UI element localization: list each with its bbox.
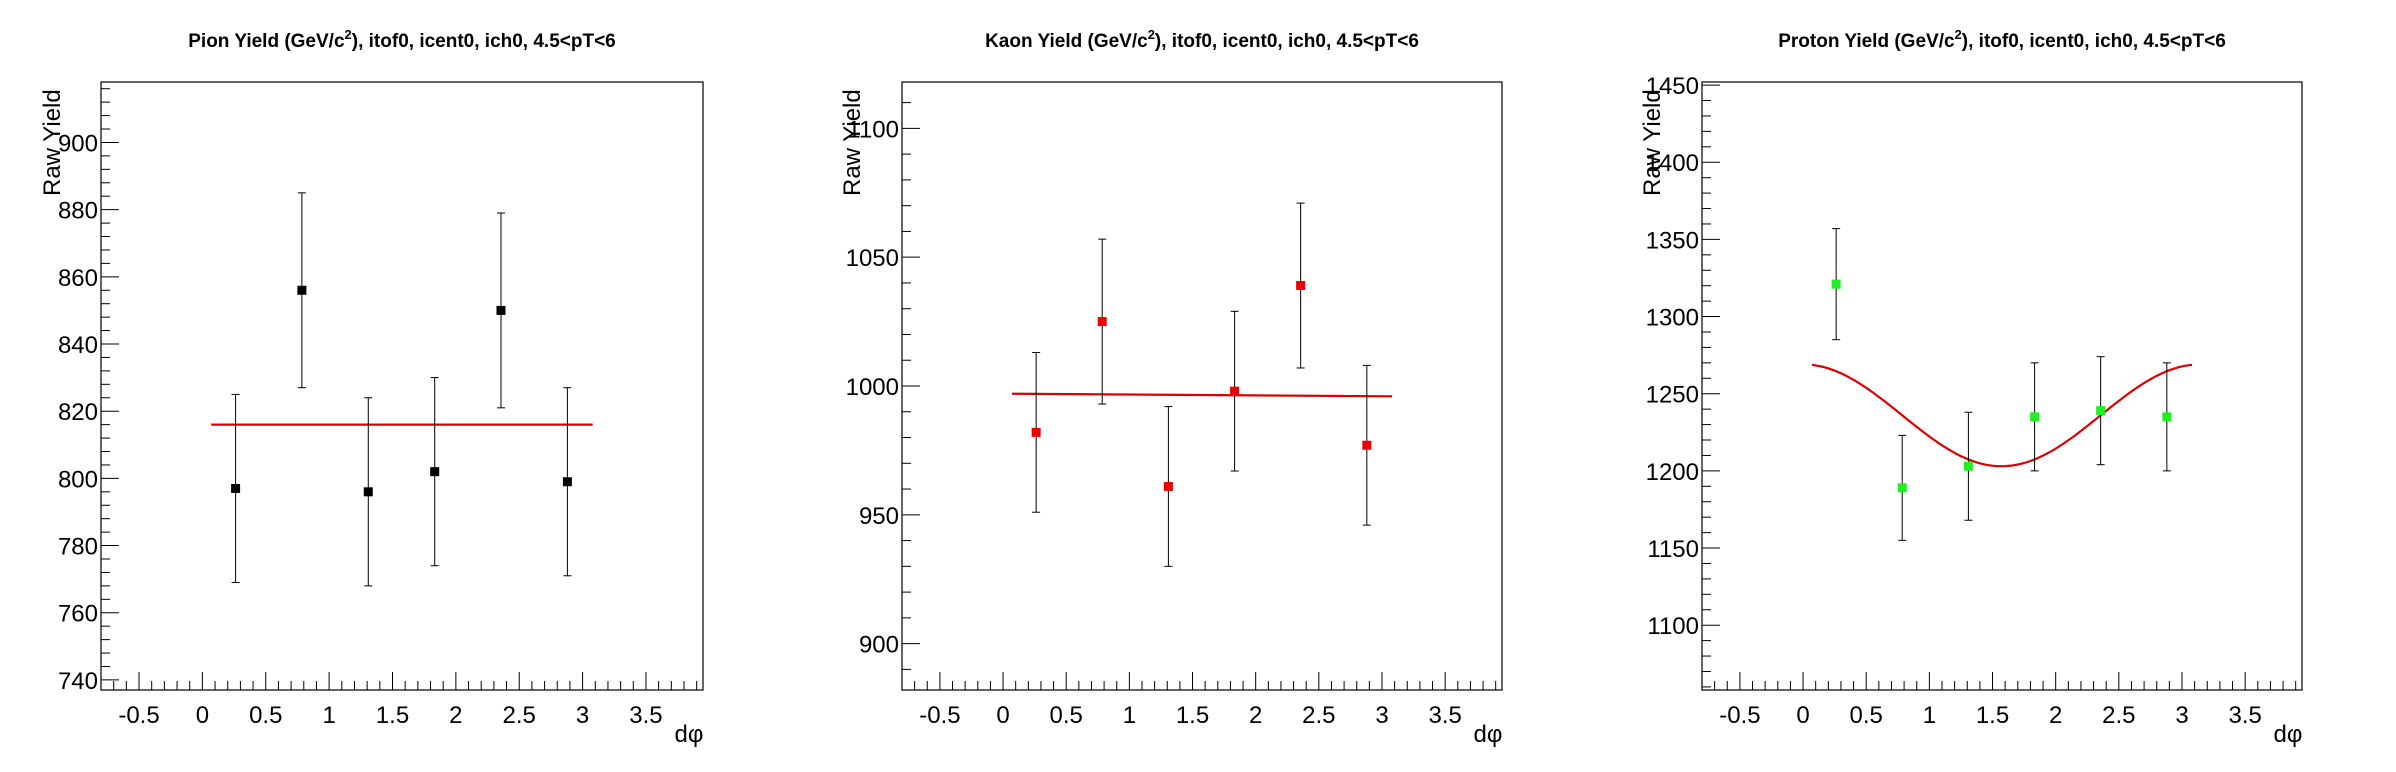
title-rest: ), itof0, icent0, ich0, 4.5<pT<6 (1155, 31, 1419, 52)
data-point (297, 285, 307, 295)
title-main: Kaon Yield (GeV/c (985, 31, 1148, 52)
x-tick-label: 2.5 (2102, 702, 2135, 729)
data-point (231, 483, 241, 493)
data-point (496, 305, 506, 315)
chart-panel-1: Pion Yield (GeV/c2), itof0, icent0, ich0… (39, 27, 704, 748)
x-tick-label: 1 (322, 702, 335, 729)
y-tick-label: 900 (859, 632, 899, 659)
y-axis-label: Raw Yield (839, 89, 866, 196)
title-rest: ), itof0, icent0, ich0, 4.5<pT<6 (1962, 31, 2226, 52)
y-tick-label: 820 (58, 399, 98, 426)
chart-panel-2: Kaon Yield (GeV/c2), itof0, icent0, ich0… (839, 27, 1503, 748)
x-tick-label: 3.5 (2228, 702, 2261, 729)
chart-title: Pion Yield (GeV/c2), itof0, icent0, ich0… (188, 27, 616, 52)
title-superscript: 2 (345, 27, 352, 42)
x-axis-label: dφ (675, 721, 704, 748)
data-point (562, 477, 572, 487)
y-tick-label: 1050 (846, 245, 899, 272)
x-tick-label: -0.5 (118, 702, 159, 729)
x-tick-label: -0.5 (1719, 702, 1760, 729)
fit-curve (1011, 392, 1393, 398)
data-point (1031, 427, 1041, 437)
x-tick-label: 0 (996, 702, 1009, 729)
x-tick-label: 1 (1923, 702, 1936, 729)
title-superscript: 2 (1148, 27, 1155, 42)
y-tick-label: 1400 (1646, 150, 1699, 177)
data-point (1831, 279, 1841, 289)
data-point (1163, 481, 1173, 491)
y-tick-label: 760 (58, 601, 98, 628)
data-point (1097, 317, 1107, 327)
y-tick-label: 950 (859, 503, 899, 530)
x-axis-label: dφ (1474, 721, 1503, 748)
y-tick-label: 740 (58, 668, 98, 695)
x-tick-label: 3 (1375, 702, 1388, 729)
title-main: Proton Yield (GeV/c (1778, 31, 1955, 52)
x-tick-label: 2 (2049, 702, 2062, 729)
x-tick-label: 2 (1249, 702, 1262, 729)
x-tick-label: 1 (1123, 702, 1136, 729)
y-tick-label: 1300 (1646, 305, 1699, 332)
x-tick-label: 0 (1796, 702, 1809, 729)
plot-frame (1701, 81, 2303, 691)
y-tick-label: 780 (58, 534, 98, 561)
fit-curve (1811, 363, 2193, 468)
data-point (430, 467, 440, 477)
y-tick-label: 840 (58, 332, 98, 359)
chart-title: Proton Yield (GeV/c2), itof0, icent0, ic… (1778, 27, 2226, 52)
x-tick-label: -0.5 (919, 702, 960, 729)
x-tick-label: 3.5 (629, 702, 662, 729)
x-tick-label: 2 (449, 702, 462, 729)
y-tick-label: 1100 (847, 116, 899, 143)
x-tick-label: 1.5 (376, 702, 409, 729)
title-superscript: 2 (1955, 27, 1962, 42)
y-axis-label: Raw Yield (39, 89, 66, 196)
data-point (1897, 483, 1907, 493)
x-tick-label: 0.5 (1050, 702, 1083, 729)
x-tick-label: 0.5 (1850, 702, 1883, 729)
y-axis-label: Raw Yield (1639, 89, 1666, 196)
plot-frame (100, 81, 704, 691)
x-tick-label: 3 (2175, 702, 2188, 729)
y-tick-label: 1250 (1646, 382, 1699, 409)
data-point (2096, 406, 2106, 416)
chart-title: Kaon Yield (GeV/c2), itof0, icent0, ich0… (985, 27, 1419, 52)
x-tick-label: 3 (576, 702, 589, 729)
y-tick-label: 1100 (1647, 613, 1699, 640)
data-point (363, 487, 373, 497)
x-tick-label: 1.5 (1976, 702, 2009, 729)
data-point (2162, 412, 2172, 422)
y-tick-label: 900 (58, 130, 98, 157)
y-tick-label: 1200 (1646, 459, 1699, 486)
chart-panel-3: Proton Yield (GeV/c2), itof0, icent0, ic… (1639, 27, 2303, 748)
y-tick-label: 1350 (1646, 227, 1699, 254)
x-tick-label: 3.5 (1428, 702, 1461, 729)
x-tick-label: 0.5 (249, 702, 282, 729)
y-tick-label: 880 (58, 198, 98, 225)
title-rest: ), itof0, icent0, ich0, 4.5<pT<6 (352, 31, 616, 52)
y-tick-label: 1150 (1647, 536, 1699, 563)
x-tick-label: 1.5 (1176, 702, 1209, 729)
plot-frame (901, 81, 1503, 691)
y-tick-label: 1000 (846, 374, 899, 401)
data-point (1296, 281, 1306, 291)
x-tick-label: 2.5 (503, 702, 536, 729)
data-point (2030, 412, 2040, 422)
y-tick-label: 1450 (1646, 73, 1699, 100)
data-point (1362, 440, 1372, 450)
x-axis-label: dφ (2274, 721, 2303, 748)
data-point (1230, 386, 1240, 396)
y-tick-label: 860 (58, 265, 98, 292)
x-tick-label: 0 (196, 702, 209, 729)
y-tick-label: 800 (58, 466, 98, 493)
title-main: Pion Yield (GeV/c (188, 31, 345, 52)
x-tick-label: 2.5 (1302, 702, 1335, 729)
data-point (1963, 461, 1973, 471)
